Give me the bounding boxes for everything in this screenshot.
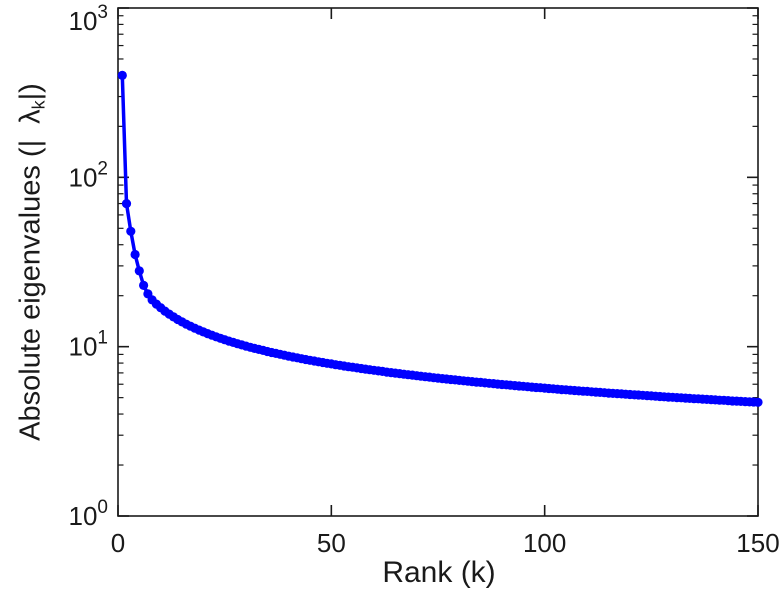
data-point-marker xyxy=(130,249,140,260)
x-tick-label: 150 xyxy=(736,528,779,558)
y-axis-label-suffix: |) xyxy=(14,83,47,101)
data-point-marker xyxy=(134,266,144,276)
x-tick-label: 50 xyxy=(317,528,346,558)
data-point-marker xyxy=(753,397,763,407)
y-tick-label: 102 xyxy=(69,158,109,192)
x-tick-label: 100 xyxy=(523,528,566,558)
eigenvalue-curve xyxy=(120,73,760,405)
lambda-subscript: k xyxy=(28,100,49,110)
y-axis-label-prefix: Absolute eigenvalues (| xyxy=(14,139,47,441)
y-tick-label: 101 xyxy=(69,328,109,362)
axes-box xyxy=(117,7,759,517)
x-axis-label: Rank (k) xyxy=(382,556,496,589)
y-axis-label: Absolute eigenvalues (| λk|) xyxy=(14,83,49,441)
data-point-marker xyxy=(126,226,136,236)
data-point-marker xyxy=(121,199,132,209)
x-tick-label: 0 xyxy=(111,528,125,558)
y-tick-label: 103 xyxy=(69,2,109,36)
data-point-marker xyxy=(139,280,149,290)
data-point-marker xyxy=(117,70,127,80)
lambda-symbol: λ xyxy=(14,109,47,124)
y-tick-label: 100 xyxy=(69,497,109,531)
